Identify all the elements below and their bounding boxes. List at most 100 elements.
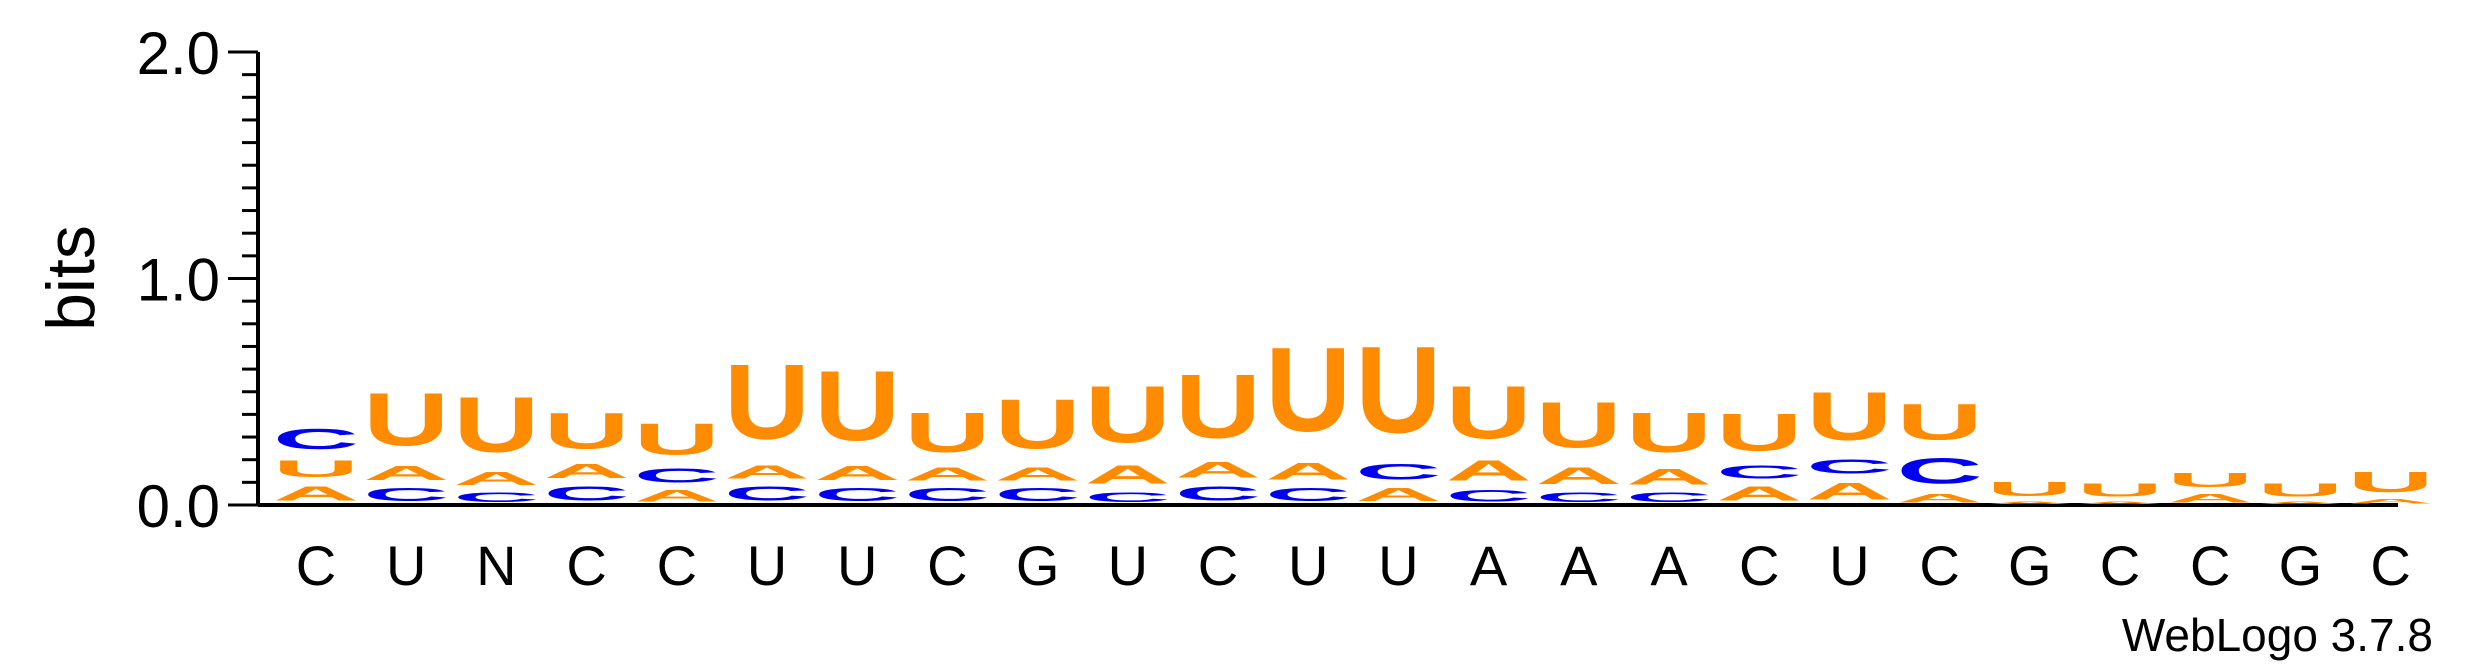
logo-letter-U: U — [724, 342, 810, 462]
x-tick-label: C — [566, 534, 606, 597]
logo-letter-A: A — [724, 462, 810, 482]
logo-letter-A: A — [2167, 491, 2253, 505]
logo-letter-C: C — [1446, 487, 1532, 505]
logo-glyph: C — [1085, 489, 1171, 505]
logo-glyph: A — [1626, 464, 1712, 489]
logo-glyph: A — [1175, 457, 1261, 482]
logo-letter-U: U — [1355, 321, 1441, 459]
logo-letter-A: A — [1085, 460, 1171, 489]
logo-glyph: A — [453, 469, 539, 489]
logo-glyph: C — [1626, 489, 1712, 505]
logo-glyph: U — [904, 401, 990, 464]
logo-glyph: A — [2077, 500, 2163, 505]
x-tick-label: C — [2190, 534, 2230, 597]
logo-glyph: A — [995, 464, 1081, 484]
logo-glyph: U — [453, 381, 539, 468]
y-axis-label: bits — [33, 225, 109, 331]
logo-letter-U: U — [2077, 480, 2163, 500]
logo-glyph: A — [1446, 455, 1532, 486]
logo-glyph: A — [1265, 458, 1351, 485]
logo-glyph: U — [2167, 469, 2253, 491]
logo-glyph: C — [1355, 460, 1441, 485]
logo-glyph: U — [1355, 321, 1441, 459]
weblogo-credit: WebLogo 3.7.8 — [2121, 609, 2433, 661]
logo-glyph: A — [1085, 460, 1171, 489]
logo-glyph: U — [1626, 401, 1712, 464]
logo-letter-C: C — [1626, 489, 1712, 505]
logo-glyph: C — [1897, 450, 1983, 491]
logo-letter-U: U — [1716, 403, 1802, 462]
logo-letter-A: A — [904, 464, 990, 484]
logo-glyph: C — [363, 485, 449, 505]
logo-letter-C: C — [1897, 450, 1983, 491]
logo-glyph: C — [1806, 455, 1892, 477]
x-tick-label: C — [2100, 534, 2140, 597]
logo-glyph: U — [814, 352, 900, 462]
x-tick-label: U — [1108, 534, 1148, 597]
x-tick-label: C — [2370, 534, 2410, 597]
logo-glyph: A — [1806, 478, 1892, 505]
logo-glyph: C — [1716, 462, 1802, 482]
logo-letter-U: U — [363, 379, 449, 463]
logo-letter-U: U — [453, 381, 539, 468]
x-tick-label: A — [1650, 534, 1688, 597]
logo-letter-A: A — [1806, 478, 1892, 505]
logo-letter-C: C — [453, 489, 539, 505]
logo-glyph: A — [363, 462, 449, 484]
logo-glyph: A — [1355, 485, 1441, 505]
logo-letter-C: C — [363, 485, 449, 505]
logo-letter-A: A — [1175, 457, 1261, 482]
logo-glyph: C — [1265, 485, 1351, 505]
logo-glyph: A — [904, 464, 990, 484]
logo-glyph: U — [724, 342, 810, 462]
x-tick-label: U — [386, 534, 426, 597]
logo-letter-U: U — [1536, 390, 1622, 462]
x-tick-label: A — [1470, 534, 1508, 597]
logo-glyph: U — [1897, 394, 1983, 450]
logo-letter-A: A — [814, 462, 900, 484]
logo-letter-A: A — [995, 464, 1081, 484]
logo-letter-A: A — [1265, 458, 1351, 485]
x-tick-label: C — [296, 534, 336, 597]
logo-letter-U: U — [2257, 480, 2343, 500]
logo-letter-C: C — [814, 485, 900, 505]
logo-letter-U: U — [2167, 469, 2253, 491]
logo-glyph: A — [1536, 462, 1622, 489]
y-ticks: 0.0 1.0 2.0 — [137, 20, 258, 540]
logo-letter-C: C — [273, 424, 359, 455]
y-tick-label: 2.0 — [137, 20, 220, 87]
logo-letter-U: U — [2348, 467, 2434, 498]
x-tick-label: U — [1829, 534, 1869, 597]
logo-glyph: U — [1716, 403, 1802, 462]
x-tick-label: C — [1198, 534, 1238, 597]
x-tick-label: N — [476, 534, 516, 597]
x-tick-label: U — [1378, 534, 1418, 597]
logo-glyph: C — [904, 485, 990, 505]
logo-letter-C: C — [1716, 462, 1802, 482]
logo-letter-A: A — [1626, 464, 1712, 489]
logo-letter-U: U — [1626, 401, 1712, 464]
logo-glyph: A — [724, 462, 810, 482]
logo-glyph: U — [995, 384, 1081, 463]
logo-letter-U: U — [1806, 378, 1892, 455]
x-tick-label: G — [2279, 534, 2323, 597]
logo-letter-A: A — [1536, 462, 1622, 489]
logo-glyph: A — [273, 483, 359, 505]
logo-letter-U: U — [634, 415, 720, 464]
logo-letter-A: A — [453, 469, 539, 489]
logo-letter-C: C — [1536, 489, 1622, 505]
logo-glyph: U — [1085, 369, 1171, 460]
logo-glyph: C — [1536, 489, 1622, 505]
logo-glyph: C — [634, 464, 720, 486]
logo-letter-A: A — [273, 483, 359, 505]
logo-glyph: C — [453, 489, 539, 505]
logo-letter-C: C — [1085, 489, 1171, 505]
logo-letter-U: U — [1446, 372, 1532, 456]
axes: bits — [33, 52, 2398, 507]
logo-letter-A: A — [1987, 500, 2073, 505]
logo-letter-U: U — [1265, 324, 1351, 457]
logo-glyph: C — [995, 485, 1081, 505]
x-tick-label: U — [1288, 534, 1328, 597]
x-tick-label: U — [747, 534, 787, 597]
x-tick-label: G — [1016, 534, 1060, 597]
